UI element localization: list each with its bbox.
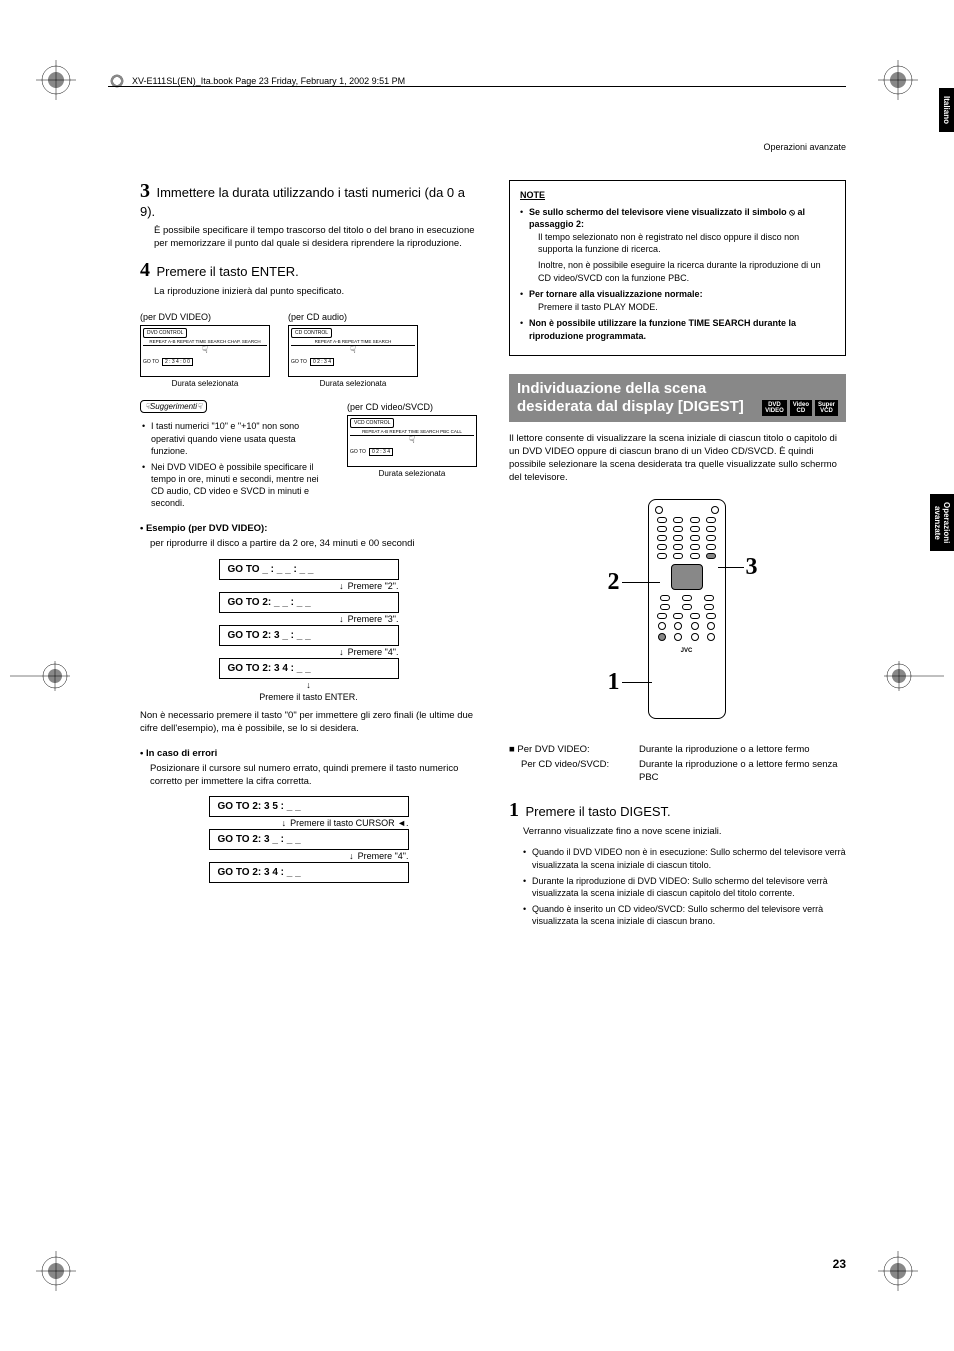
input-action: ↓Premere il tasto CURSOR ◄. <box>209 818 409 828</box>
def-label: ■ Per DVD VIDEO: <box>509 743 639 756</box>
display-title: VCD CONTROL <box>350 418 394 428</box>
caption-dvd: (per DVD VIDEO) <box>140 312 270 322</box>
hint-item: I tasti numerici "10" e "+10" non sono o… <box>142 420 329 456</box>
callout-3: 3 <box>746 554 758 581</box>
note-box: NOTE Se sullo schermo del televisore vie… <box>509 180 846 356</box>
page-header: XV-E111SL(EN)_Ita.book Page 23 Friday, F… <box>108 72 846 90</box>
list-item: Quando il DVD VIDEO non è in esecuzione:… <box>523 846 846 870</box>
section-banner: Individuazione della scena desiderata da… <box>509 374 846 422</box>
caption-cd: (per CD audio) <box>288 312 418 322</box>
example-body: per riprodurre il disco a partire da 2 o… <box>150 538 477 551</box>
note-item: Per tornare alla visualizzazione normale… <box>520 288 835 313</box>
remote-brand: JVC <box>655 648 719 654</box>
note-item: Non è possibile utilizzare la funzione T… <box>520 317 835 342</box>
side-tab-section: Operazioni avanzate <box>930 494 954 551</box>
input-box: GO TO _ : _ _ : _ _ <box>219 559 399 580</box>
input-box: GO TO 2: _ _ : _ _ <box>219 592 399 613</box>
input-action: ↓Premere "4". <box>209 851 409 861</box>
definition-list: ■ Per DVD VIDEO: Durante la riproduzione… <box>509 743 846 785</box>
display-panel-cd: CD CONTROL REPEAT A-B REPEAT TIME SEARCH… <box>288 325 418 377</box>
crop-mark-icon <box>36 60 76 100</box>
goto-value: 0 2 : 3 4 <box>310 358 334 366</box>
badge-svcd: Super VCD <box>815 400 838 416</box>
input-box: GO TO 2: 3 4 : _ _ <box>209 862 409 883</box>
side-tab-language: Italiano <box>939 88 954 132</box>
goto-label: GO TO <box>143 359 159 365</box>
input-box: GO TO 2: 3 4 : _ _ <box>219 658 399 679</box>
divider <box>108 86 846 87</box>
input-box: GO TO 2: 3 _ : _ _ <box>219 625 399 646</box>
step-4: 4 Premere il tasto ENTER. La riproduzion… <box>140 259 477 299</box>
remote-figure: JVC 1 2 3 <box>578 499 778 729</box>
display-panel-dvd: DVD CONTROL REPEAT A-B REPEAT TIME SEARC… <box>140 325 270 377</box>
badge-vcd: Video CD <box>790 400 812 416</box>
hand-icon: ☟ <box>143 346 267 356</box>
goto-value: 2 : 3 4 : 0 0 <box>162 358 193 366</box>
def-value: Durante la riproduzione o a lettore ferm… <box>639 743 846 756</box>
crop-mark-icon <box>884 661 944 691</box>
step-number: 4 <box>140 259 150 281</box>
step-title: Immettere la durata utilizzando i tasti … <box>140 185 465 219</box>
example-note: Non è necessario premere il tasto "0" pe… <box>140 710 477 736</box>
input-action: ↓Premere "2". <box>219 581 399 591</box>
hint-item: Nei DVD VIDEO è possibile specificare il… <box>142 461 329 510</box>
page-number: 23 <box>833 1257 846 1271</box>
step-title: Premere il tasto ENTER. <box>156 264 298 279</box>
crop-mark-icon <box>10 661 70 691</box>
error-label: In caso di errori <box>146 748 217 759</box>
input-box: GO TO 2: 3 5 : _ _ <box>209 796 409 817</box>
note-body: Premere il tasto PLAY MODE. <box>538 301 835 314</box>
goto-label: GO TO <box>291 359 307 365</box>
goto-value: 0 2 : 3 4 <box>369 448 393 456</box>
remote-control-icon: JVC <box>648 499 726 719</box>
display-title: DVD CONTROL <box>143 328 187 338</box>
step-1-digest: 1 Premere il tasto DIGEST. Verranno visu… <box>509 799 846 928</box>
note-title: NOTE <box>520 189 835 202</box>
example-label: Esempio (per DVD VIDEO): <box>146 523 267 534</box>
error-body: Posizionare il cursore sul numero errato… <box>150 763 477 789</box>
note-body: Il tempo selezionato non è registrato ne… <box>538 231 835 256</box>
step-body: Verranno visualizzate fino a nove scene … <box>523 826 846 839</box>
crop-mark-icon <box>878 60 918 100</box>
input-sequence: GO TO _ : _ _ : _ _ ↓Premere "2". GO TO … <box>219 559 399 702</box>
sub-caption: Durata selezionata <box>140 379 270 388</box>
input-final: Premere il tasto ENTER. <box>219 692 399 702</box>
input-action: ↓Premere "3". <box>219 614 399 624</box>
section-label: Operazioni avanzate <box>763 142 846 152</box>
crop-mark-icon <box>878 1251 918 1291</box>
error-sequence: GO TO 2: 3 5 : _ _ ↓Premere il tasto CUR… <box>209 796 409 883</box>
step-body: La riproduzione inizierà dal punto speci… <box>154 286 477 299</box>
input-action: ↓Premere "4". <box>219 647 399 657</box>
step-number: 3 <box>140 180 150 202</box>
step-body: È possibile specificare il tempo trascor… <box>154 225 477 251</box>
display-title: CD CONTROL <box>291 328 332 338</box>
crop-mark-icon <box>36 1251 76 1291</box>
callout-2: 2 <box>608 569 620 596</box>
intro-paragraph: Il lettore consente di visualizzare la s… <box>509 432 846 485</box>
step-title: Premere il tasto DIGEST. <box>525 804 670 819</box>
hand-icon: ☟ <box>291 346 415 356</box>
badge-dvd: DVD VIDEO <box>762 400 787 416</box>
step-number: 1 <box>509 799 519 821</box>
note-item: Se sullo schermo del televisore viene vi… <box>520 206 835 285</box>
sub-caption: Durata selezionata <box>347 469 477 478</box>
note-body: Inoltre, non è possibile eseguire la ric… <box>538 259 835 284</box>
callout-1: 1 <box>608 669 620 696</box>
def-value: Durante la riproduzione o a lettore ferm… <box>639 758 846 785</box>
header-filename: XV-E111SL(EN)_Ita.book Page 23 Friday, F… <box>132 76 405 86</box>
goto-label: GO TO <box>350 449 366 455</box>
banner-title: Individuazione della scena desiderata da… <box>517 380 762 416</box>
list-item: Quando è inserito un CD video/SVCD: Sull… <box>523 903 846 927</box>
def-label: Per CD video/SVCD: <box>509 758 639 785</box>
book-icon <box>108 72 126 90</box>
arrow-icon: ↓ <box>219 680 399 690</box>
input-box: GO TO 2: 3 _ : _ _ <box>209 829 409 850</box>
hand-icon: ☟ <box>350 436 474 446</box>
hint-label: ☟Suggerimenti☟ <box>140 400 207 413</box>
step-3: 3 Immettere la durata utilizzando i tast… <box>140 180 477 251</box>
list-item: Durante la riproduzione di DVD VIDEO: Su… <box>523 875 846 899</box>
sub-caption: Durata selezionata <box>288 379 418 388</box>
caption-vcd: (per CD video/SVCD) <box>347 402 477 412</box>
display-panel-vcd: VCD CONTROL REPEAT A-B REPEAT TIME SEARC… <box>347 415 477 467</box>
